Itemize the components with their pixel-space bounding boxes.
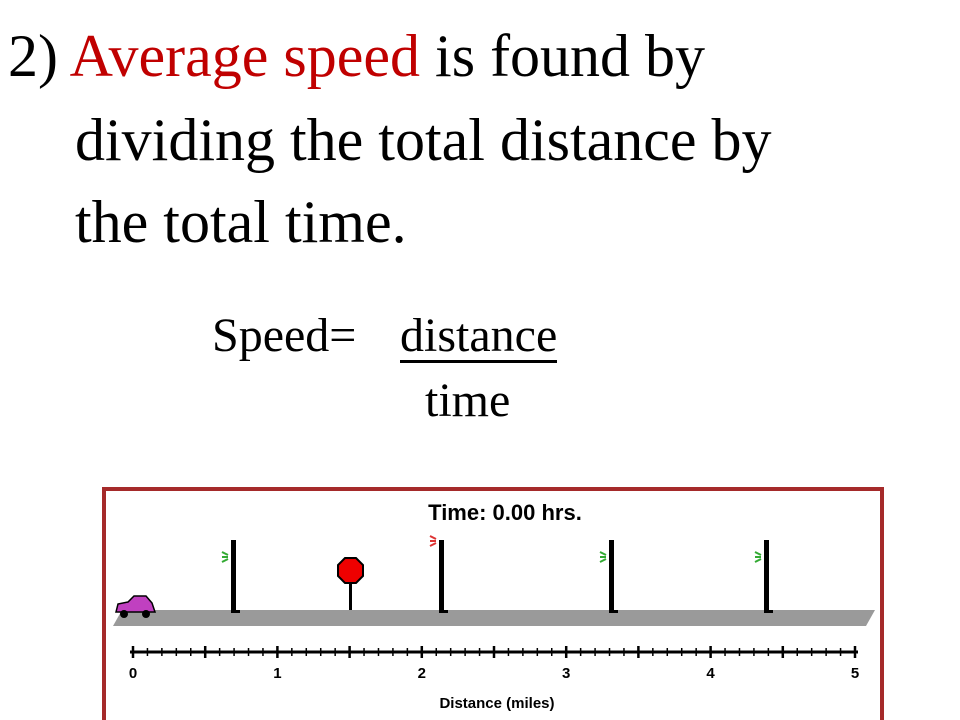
text: the total time. [75,189,407,255]
text-line: the total time. [75,192,407,252]
axis-label: 5 [851,665,859,682]
ruler-ticks [131,646,857,658]
formula-denominator: time [425,374,511,427]
text: is found by [420,23,706,89]
car [115,595,157,618]
text-line: dividing the total distance by [75,110,772,170]
text: 2) [8,23,70,89]
axis-label: 3 [562,665,570,682]
text-line: 2) Average speed is found by [8,26,705,86]
traffic-lights [221,535,773,613]
road [113,610,875,626]
axis-label: 4 [706,665,715,682]
highlight: Average speed [69,23,421,89]
axis-label: 0 [129,665,137,682]
formula-lhs: Speed= [212,309,357,362]
stop-sign [337,557,364,610]
text: dividing the total distance by [75,107,772,173]
clock: Time: 0.00 hrs. [428,500,582,525]
axis-title: Distance (miles) [439,695,554,712]
formula-numerator: distance [400,309,558,363]
axis-label: 2 [418,665,426,682]
axis-label: 1 [273,665,281,682]
